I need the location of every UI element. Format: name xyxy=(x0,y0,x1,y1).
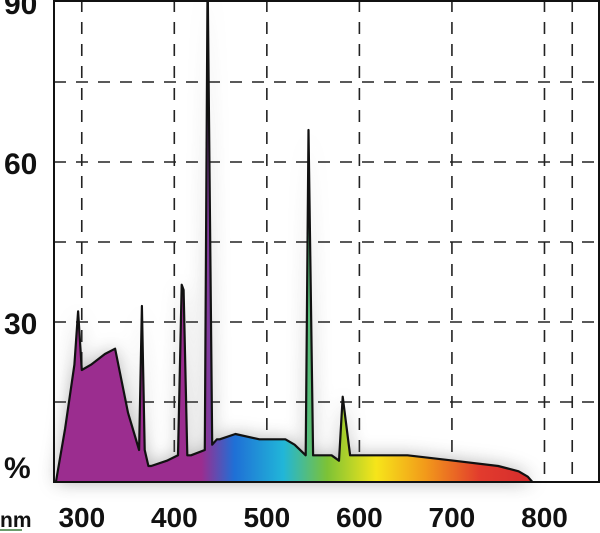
y-axis: % 30 60 90 xyxy=(4,0,37,485)
spectrum-area xyxy=(55,0,533,482)
grid-lines xyxy=(54,0,600,482)
spectrum-line xyxy=(54,0,534,483)
x-tick-label: 400 xyxy=(151,502,198,533)
x-axis-label: nm xyxy=(0,509,32,532)
x-tick-label: 800 xyxy=(521,502,568,533)
y-tick-label: 90 xyxy=(4,0,37,21)
y-tick-label: % xyxy=(4,452,31,485)
plot-area xyxy=(54,0,600,482)
x-tick-label: 500 xyxy=(243,502,290,533)
y-tick-label: 60 xyxy=(4,148,37,181)
x-tick-label: 700 xyxy=(429,502,476,533)
plot-frame xyxy=(53,0,600,483)
x-axis: 300 400 500 600 700 800 xyxy=(58,502,567,533)
x-tick-label: 300 xyxy=(58,502,105,533)
x-tick-label: 600 xyxy=(336,502,383,533)
y-tick-label: 30 xyxy=(4,308,37,341)
